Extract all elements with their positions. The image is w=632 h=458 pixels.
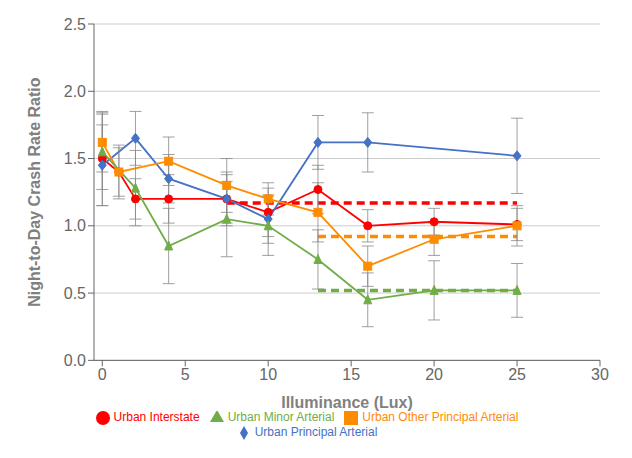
svg-text:10: 10 <box>259 366 277 383</box>
svg-text:1.5: 1.5 <box>64 150 86 167</box>
svg-text:25: 25 <box>508 366 526 383</box>
svg-text:5: 5 <box>181 366 190 383</box>
svg-text:0: 0 <box>98 366 107 383</box>
svg-text:1.0: 1.0 <box>64 217 86 234</box>
svg-text:20: 20 <box>425 366 443 383</box>
svg-text:0.5: 0.5 <box>64 285 86 302</box>
html-text:Urban Interstate: Urban Interstate <box>113 410 200 425</box>
html-text:Urban Other Principal Arterial: Urban Other Principal Arterial <box>362 410 519 425</box>
svg-text:2.0: 2.0 <box>64 83 86 100</box>
svg-text:0.0: 0.0 <box>64 352 86 369</box>
svg-text:Illuminance (Lux): Illuminance (Lux) <box>281 394 413 411</box>
html-text:Urban Minor Arterial: Urban Minor Arterial <box>227 410 335 425</box>
svg-text:2.5: 2.5 <box>64 16 86 33</box>
svg-text:Night-to-Day Crash Rate Ratio: Night-to-Day Crash Rate Ratio <box>26 77 43 307</box>
html-text:Urban Principal Arterial: Urban Principal Arterial <box>254 425 378 440</box>
svg-text:30: 30 <box>591 366 609 383</box>
svg-text:15: 15 <box>342 366 360 383</box>
